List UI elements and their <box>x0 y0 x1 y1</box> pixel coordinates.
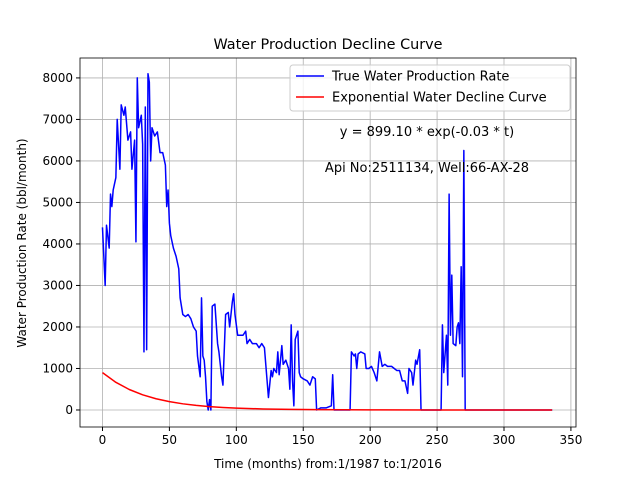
x-tick-label: 0 <box>99 433 107 447</box>
chart-title: Water Production Decline Curve <box>213 37 442 53</box>
x-tick-label: 300 <box>493 433 516 447</box>
legend-label: True Water Production Rate <box>331 70 509 85</box>
x-tick-label: 350 <box>559 433 582 447</box>
y-tick-label: 2000 <box>42 320 73 334</box>
annotation: y = 899.10 * exp(-0.03 * t) <box>340 125 514 140</box>
y-tick-label: 4000 <box>42 237 73 251</box>
y-tick-label: 7000 <box>42 112 73 126</box>
x-tick-label: 200 <box>359 433 382 447</box>
x-tick-label: 150 <box>292 433 315 447</box>
legend-label: Exponential Water Decline Curve <box>332 91 547 106</box>
x-tick-label: 50 <box>162 433 177 447</box>
x-tick-label: 100 <box>225 433 248 447</box>
y-tick-label: 3000 <box>42 278 73 292</box>
annotation: Api No:2511134, Well:66-AX-28 <box>325 161 529 176</box>
plot-frame <box>79 57 577 428</box>
y-tick-label: 1000 <box>42 361 73 375</box>
x-axis-label: Time (months) from:1/1987 to:1/2016 <box>213 457 442 471</box>
y-tick-label: 5000 <box>42 195 73 209</box>
data-line <box>102 372 553 411</box>
y-tick-label: 0 <box>65 403 73 417</box>
y-tick-label: 6000 <box>42 154 73 168</box>
legend-box <box>289 64 571 112</box>
y-axis-label: Water Production Rate (bbl/month) <box>15 138 29 347</box>
data-line <box>101 73 553 411</box>
x-tick-label: 250 <box>426 433 449 447</box>
y-tick-label: 8000 <box>42 71 73 85</box>
